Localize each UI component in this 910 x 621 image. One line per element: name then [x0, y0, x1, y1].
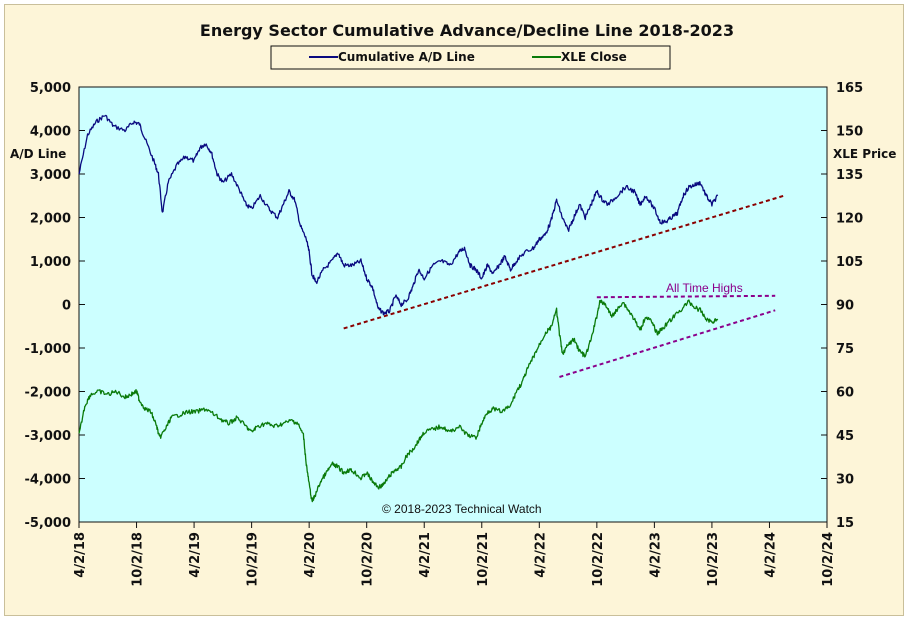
- right-tick-label: 135: [836, 168, 863, 183]
- left-tick-label: -4,000: [24, 473, 71, 488]
- x-tick-label: 10/2/18: [131, 532, 146, 587]
- x-tick-label: 4/2/20: [303, 532, 318, 578]
- left-tick-label: -2,000: [24, 386, 71, 401]
- x-tick-label: 10/2/20: [361, 532, 376, 587]
- left-tick-label: -3,000: [24, 429, 71, 444]
- left-tick-label: -5,000: [24, 516, 71, 531]
- annotation-all-time-highs: All Time Highs: [666, 281, 743, 295]
- trendline-1: [559, 309, 776, 378]
- left-axis-title: A/D Line: [10, 147, 66, 161]
- x-axis: 4/2/18 10/2/18 4/2/19 10/2/19 4/2/20 10/2/20 4…: [73, 522, 836, 587]
- x-tick-label: 4/2/19: [188, 532, 203, 578]
- left-tick-label: 2,000: [30, 212, 71, 227]
- left-tick-label: 0: [62, 299, 71, 314]
- left-tick-label: 4,000: [30, 125, 71, 140]
- trendlines: [343, 194, 785, 378]
- left-tick-label: -1,000: [24, 342, 71, 357]
- plot-area: [78, 86, 828, 523]
- chart-title: Energy Sector Cumulative Advance/Decline…: [200, 21, 734, 40]
- x-tick-label: 10/2/23: [706, 532, 721, 587]
- legend: Cumulative A/D Line XLE Close: [270, 45, 671, 70]
- x-tick-label: 4/2/24: [763, 532, 778, 578]
- right-axis-title: XLE Price: [833, 147, 896, 161]
- x-tick-label: 10/2/24: [821, 532, 836, 587]
- xle-close-series: [78, 299, 719, 503]
- x-tick-label: 4/2/23: [648, 532, 663, 578]
- trendline-2: [596, 294, 776, 299]
- right-tick-label: 30: [836, 473, 854, 488]
- x-tick-label: 10/2/19: [246, 532, 261, 587]
- x-tick-label: 4/2/21: [418, 532, 433, 578]
- left-tick-label: 3,000: [30, 168, 71, 183]
- left-axis: 5,000 4,000 3,000 2,000 1,000 0 -1,000 -2,000 -3…: [24, 81, 85, 531]
- ad-line-series: [78, 114, 719, 316]
- legend-box: [270, 45, 671, 70]
- right-tick-label: 45: [836, 429, 854, 444]
- copyright-text: © 2018-2023 Technical Watch: [382, 502, 542, 516]
- right-tick-label: 120: [836, 212, 863, 227]
- left-tick-label: 5,000: [30, 81, 71, 96]
- x-tick-label: 4/2/18: [73, 532, 88, 578]
- chart-svg: Energy Sector Cumulative Advance/Decline…: [10, 21, 896, 587]
- right-axis: 165 150 135 120 105 90 75 60 45 30 15: [821, 81, 863, 531]
- right-tick-label: 60: [836, 386, 854, 401]
- legend-label-ad: Cumulative A/D Line: [338, 50, 475, 64]
- chart-frame: Energy Sector Cumulative Advance/Decline…: [4, 4, 904, 616]
- right-tick-label: 90: [836, 299, 854, 314]
- right-tick-label: 150: [836, 125, 863, 140]
- right-tick-label: 15: [836, 516, 854, 531]
- right-tick-label: 105: [836, 255, 863, 270]
- legend-label-xle: XLE Close: [561, 50, 627, 64]
- left-tick-label: 1,000: [30, 255, 71, 270]
- series-lines: [78, 114, 719, 503]
- x-tick-label: 10/2/22: [591, 532, 606, 587]
- x-tick-label: 10/2/21: [476, 532, 491, 587]
- right-tick-label: 75: [836, 342, 854, 357]
- right-tick-label: 165: [836, 81, 863, 96]
- x-tick-label: 4/2/22: [533, 532, 548, 578]
